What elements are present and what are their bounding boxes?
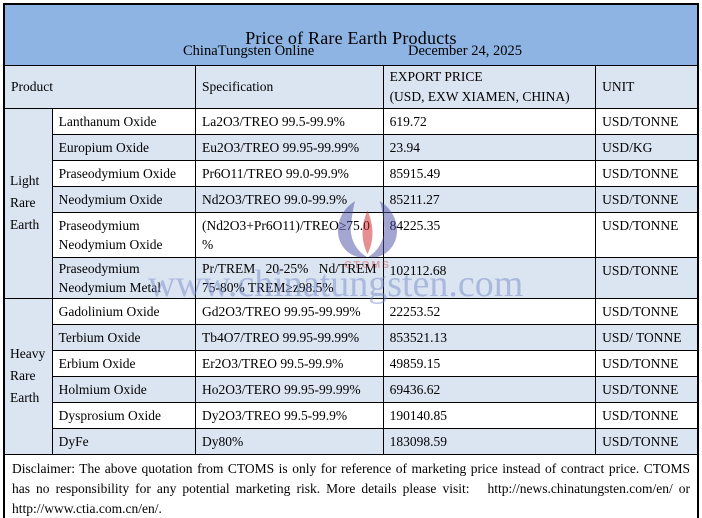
unit-cell: USD/ TONNE <box>595 323 699 351</box>
page-title: Price of Rare Earth Products <box>245 28 457 49</box>
spec-cell: Gd2O3/TREO 99.95-99.99% <box>195 297 384 325</box>
disclaimer-row: Disclaimer: The above quotation from CTO… <box>3 453 699 518</box>
price-cell: 853521.13 <box>382 323 597 351</box>
col-header-price-line1: EXPORT PRICE <box>389 68 483 84</box>
header-band-row: Price of Rare Earth Products ChinaTungst… <box>3 3 699 66</box>
table-row: Light Rare Earth Lanthanum Oxide La2O3/T… <box>3 107 699 299</box>
date-label: December 24, 2025 <box>408 43 522 59</box>
product-cell: Holmium Oxide <box>51 375 197 403</box>
product-cell: Praseodymium Neodymium Metal <box>51 256 197 299</box>
product-cell: Praseodymium Neodymium Oxide <box>51 211 197 258</box>
unit-cell: USD/TONNE <box>595 256 699 299</box>
spec-cell: Er2O3/TREO 99.5-99.9% <box>195 349 384 377</box>
col-header-product: Product <box>3 64 197 109</box>
disclaimer-or: or <box>678 480 691 496</box>
col-header-unit: UNIT <box>595 64 699 109</box>
product-cell: Neodymium Oxide <box>51 185 197 213</box>
table-row: Holmium Oxide Ho2O3/TERO 99.95-99.99% 69… <box>4 375 699 403</box>
group-label-heavy: Heavy Rare Earth <box>3 297 53 455</box>
spec-cell: Tb4O7/TREO 99.95-99.99% <box>195 323 384 351</box>
table-row: Dysprosium Oxide Dy2O3/TREO 99.5-99.9% 1… <box>4 401 699 429</box>
source-label: ChinaTungsten Online <box>183 43 315 59</box>
table-row: Europium Oxide Eu2O3/TREO 99.95-99.99% 2… <box>4 133 699 161</box>
spec-cell: Eu2O3/TREO 99.95-99.99% <box>195 133 384 161</box>
spec-cell: La2O3/TREO 99.5-99.9% <box>195 107 384 135</box>
price-cell: 183098.59 <box>382 427 597 455</box>
disclaimer-text: Disclaimer: The above quotation from CTO… <box>12 460 690 496</box>
table-row: Heavy Rare Earth Gadolinium Oxide Gd2O3/… <box>3 297 699 455</box>
table-row: Praseodymium Neodymium Metal Pr/TREM 20-… <box>4 256 699 299</box>
product-cell: Terbium Oxide <box>51 323 197 351</box>
product-cell: Europium Oxide <box>51 133 197 161</box>
unit-cell: USD/TONNE <box>595 211 699 258</box>
unit-cell: USD/KG <box>595 133 699 161</box>
product-cell: Dysprosium Oxide <box>51 401 197 429</box>
price-cell: 22253.52 <box>382 297 597 325</box>
product-cell: Lanthanum Oxide <box>51 107 197 135</box>
disclaimer-period: . <box>158 500 162 516</box>
spec-cell: (Nd2O3+Pr6O11)/TREO≥75.0 % <box>195 211 384 258</box>
unit-cell: USD/TONNE <box>595 107 699 135</box>
col-header-price: EXPORT PRICE (USD, EXW XIAMEN, CHINA) <box>382 64 597 109</box>
group-label-light: Light Rare Earth <box>3 107 53 299</box>
unit-cell: USD/TONNE <box>595 349 699 377</box>
spec-cell: Dy2O3/TREO 99.5-99.9% <box>195 401 384 429</box>
table-row: Praseodymium Oxide Pr6O11/TREO 99.0-99.9… <box>4 159 699 187</box>
header-band: Price of Rare Earth Products ChinaTungst… <box>3 3 699 66</box>
col-header-price-line2: (USD, EXW XIAMEN, CHINA) <box>389 88 570 104</box>
unit-cell: USD/TONNE <box>595 297 699 325</box>
product-cell: Gadolinium Oxide <box>51 297 197 325</box>
unit-cell: USD/TONNE <box>595 401 699 429</box>
table-row: Praseodymium Neodymium Oxide (Nd2O3+Pr6O… <box>4 211 699 258</box>
price-cell: 69436.62 <box>382 375 597 403</box>
price-cell: 85915.49 <box>382 159 597 187</box>
disclaimer-link-news[interactable]: http://news.chinatungsten.com/en/ <box>487 480 673 496</box>
price-cell: 84225.35 <box>382 211 597 258</box>
disclaimer: Disclaimer: The above quotation from CTO… <box>3 453 699 518</box>
unit-cell: USD/TONNE <box>595 159 699 187</box>
unit-cell: USD/TONNE <box>595 185 699 213</box>
spec-cell: Pr6O11/TREO 99.0-99.9% <box>195 159 384 187</box>
spec-cell: Nd2O3/TREO 99.0-99.9% <box>195 185 384 213</box>
col-header-specification: Specification <box>195 64 384 109</box>
price-cell: 619.72 <box>382 107 597 135</box>
column-header-row: Product Specification EXPORT PRICE (USD,… <box>3 64 699 109</box>
spec-cell: Ho2O3/TERO 99.95-99.99% <box>195 375 384 403</box>
rare-earth-price-table: Price of Rare Earth Products ChinaTungst… <box>3 3 699 518</box>
product-cell: Erbium Oxide <box>51 349 197 377</box>
product-cell: Praseodymium Oxide <box>51 159 197 187</box>
disclaimer-link-ctia[interactable]: http://www.ctia.com.cn/en/ <box>12 500 159 516</box>
price-cell: 102112.68 <box>382 256 597 299</box>
table-row: Neodymium Oxide Nd2O3/TREO 99.0-99.9% 85… <box>4 185 699 213</box>
table-row: Erbium Oxide Er2O3/TREO 99.5-99.9% 49859… <box>4 349 699 377</box>
product-cell: DyFe <box>51 427 197 455</box>
price-cell: 85211.27 <box>382 185 597 213</box>
unit-cell: USD/TONNE <box>595 427 699 455</box>
price-cell: 190140.85 <box>382 401 597 429</box>
spec-cell: Pr/TREM 20-25% Nd/TREM 75-80% TREM≥z98.5… <box>195 256 384 299</box>
price-cell: 49859.15 <box>382 349 597 377</box>
price-cell: 23.94 <box>382 133 597 161</box>
table-row: Terbium Oxide Tb4O7/TREO 99.95-99.99% 85… <box>4 323 699 351</box>
spec-cell: Dy80% <box>195 427 384 455</box>
table-row: DyFe Dy80% 183098.59 USD/TONNE <box>4 427 699 455</box>
unit-cell: USD/TONNE <box>595 375 699 403</box>
